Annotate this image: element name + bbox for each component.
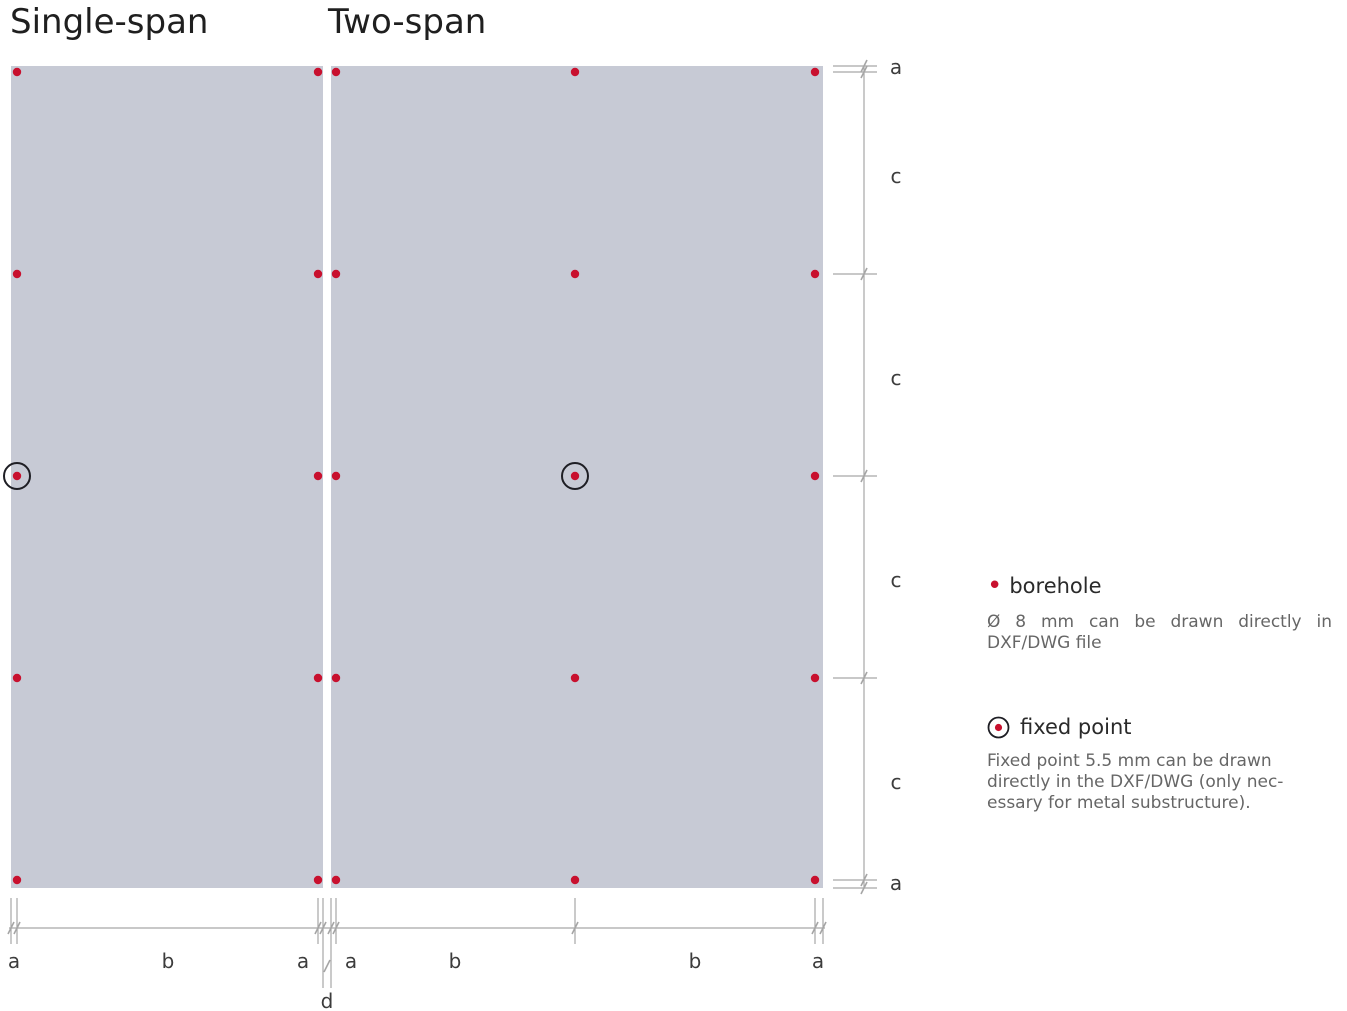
borehole-dot — [810, 269, 820, 279]
borehole-dot — [313, 875, 323, 885]
borehole-dot — [570, 673, 580, 683]
dim-label-d: d — [321, 989, 334, 1011]
dim-label-a-top: a — [890, 55, 902, 79]
vertical-dimension-tick — [860, 59, 868, 73]
fixed-point-description: Fixed point 5.5 mm can be drawn directly… — [987, 751, 1284, 813]
borehole-dot — [810, 673, 820, 683]
borehole-dot — [570, 471, 580, 481]
borehole-dot — [313, 471, 323, 481]
dim-label-b: b — [449, 949, 462, 973]
borehole-description: Ø 8 mm can be drawn directly in DXF/DWG … — [987, 612, 1332, 653]
single-span-panel — [11, 66, 323, 888]
dim-label-a-bottom: a — [890, 871, 902, 895]
borehole-dot — [570, 67, 580, 77]
single-span-title: Single-span — [10, 2, 209, 42]
vertical-dimension-tick — [860, 881, 868, 895]
horizontal-dimension-tick — [13, 921, 21, 935]
dim-label-a: a — [345, 949, 357, 973]
fixed-points — [3, 462, 589, 490]
horizontal-dimension-tick — [327, 921, 335, 935]
dim-label-c: c — [891, 770, 902, 794]
borehole-dot — [12, 269, 22, 279]
fixed-point-icon — [987, 716, 1010, 738]
borehole-dot — [810, 875, 820, 885]
horizontal-dimension-tick — [319, 921, 327, 935]
borehole-dot — [12, 673, 22, 683]
dim-label-b: b — [162, 949, 175, 973]
dim-label-c: c — [891, 366, 902, 390]
vertical-dimension-tick — [860, 65, 868, 79]
horizontal-dimension-tick — [571, 921, 579, 935]
fixed-point-title: fixed point — [1020, 715, 1132, 739]
borehole-dot — [331, 875, 341, 885]
dim-label-a: a — [8, 949, 20, 973]
gap-dimension-tick — [323, 959, 331, 973]
dim-label-a: a — [297, 949, 309, 973]
dim-label-c: c — [891, 164, 902, 188]
borehole-dot — [313, 673, 323, 683]
borehole-dot — [810, 67, 820, 77]
dim-label-a: a — [812, 949, 824, 973]
borehole-dot — [12, 875, 22, 885]
dim-label-c: c — [891, 568, 902, 592]
legend-borehole: • borehole Ø 8 mm can be drawn directly … — [987, 571, 1332, 654]
borehole-dot — [570, 269, 580, 279]
borehole-dot — [313, 269, 323, 279]
vertical-dimension-tick — [860, 267, 868, 281]
vertical-dimension-tick — [860, 671, 868, 685]
horizontal-dimension-tick — [332, 921, 340, 935]
borehole-dot — [331, 673, 341, 683]
horizontal-dimension-tick — [819, 921, 827, 935]
panels — [11, 66, 823, 888]
borehole-dot — [12, 67, 22, 77]
borehole-title: borehole — [1009, 574, 1102, 598]
dimension-lines — [7, 59, 877, 988]
vertical-dimension-tick — [860, 469, 868, 483]
borehole-dot — [331, 269, 341, 279]
horizontal-dimension-tick — [811, 921, 819, 935]
fixed-point-ring-single — [3, 462, 31, 490]
boreholes — [12, 67, 820, 885]
borehole-icon: • — [987, 571, 1003, 601]
horizontal-dimension-tick — [314, 921, 322, 935]
borehole-dot — [810, 471, 820, 481]
dim-label-b: b — [689, 949, 702, 973]
vertical-dimension-tick — [860, 873, 868, 887]
borehole-dot — [331, 67, 341, 77]
borehole-dot — [12, 471, 22, 481]
borehole-dot — [331, 471, 341, 481]
borehole-dot — [570, 875, 580, 885]
fixed-point-ring-two — [561, 462, 589, 490]
legend-fixed-point: fixed point Fixed point 5.5 mm can be dr… — [987, 715, 1332, 814]
borehole-dot — [313, 67, 323, 77]
horizontal-dimension-tick — [7, 921, 15, 935]
two-span-title: Two-span — [328, 2, 487, 42]
